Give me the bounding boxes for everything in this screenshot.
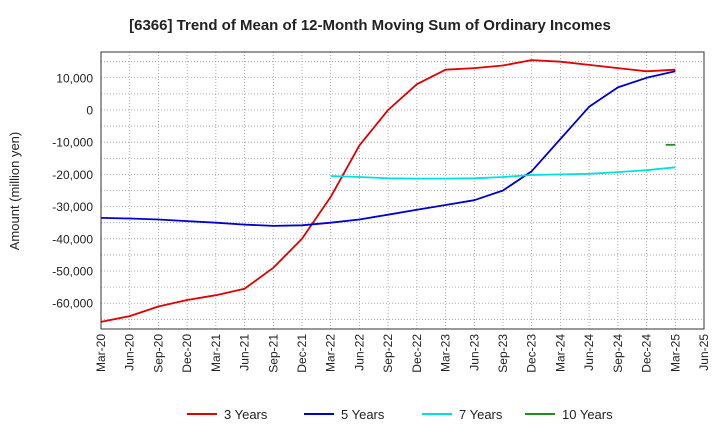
plot-frame xyxy=(100,51,705,330)
legend-label-5-years: 5 Years xyxy=(341,407,385,422)
y-tick-label: -40,000 xyxy=(52,232,93,246)
x-tick-label: Mar-25 xyxy=(668,334,682,372)
y-tick-label: -50,000 xyxy=(52,265,93,279)
legend: 3 Years 5 Years 7 Years 10 Years xyxy=(187,407,613,422)
x-tick-label: Jun-22 xyxy=(352,334,366,371)
y-tick-label: -60,000 xyxy=(52,297,93,311)
legend-label-10-years: 10 Years xyxy=(562,407,613,422)
x-tick-label: Sep-20 xyxy=(151,334,165,373)
series-line-3-years xyxy=(100,59,676,323)
x-tick-label: Mar-20 xyxy=(94,334,108,372)
x-tick-label: Jun-23 xyxy=(467,334,481,371)
y-tick-label: 0 xyxy=(86,103,93,117)
x-tick-label: Jun-21 xyxy=(238,334,252,371)
x-tick-label: Sep-23 xyxy=(496,334,510,373)
x-tick-label: Mar-22 xyxy=(324,334,338,372)
series-line-7-years xyxy=(330,166,676,180)
x-tick-label: Jun-20 xyxy=(123,334,137,371)
x-tick-label: Sep-21 xyxy=(266,334,280,373)
y-axis-label: Amount (million yen) xyxy=(7,132,22,251)
x-tick-label: Sep-24 xyxy=(611,334,625,373)
series-layer xyxy=(100,59,676,323)
series-line-5-years xyxy=(100,70,676,227)
x-tick-label: Jun-24 xyxy=(582,334,596,371)
legend-label-3-years: 3 Years xyxy=(224,407,268,422)
x-tick-label: Dec-21 xyxy=(295,334,309,373)
y-tick-label: -10,000 xyxy=(52,136,93,150)
x-tick-label: Dec-22 xyxy=(410,334,424,373)
x-tick-label: Mar-21 xyxy=(209,334,223,372)
x-tick-label: Jun-25 xyxy=(697,334,711,371)
axis-layer: 10,000 0 -10,000 -20,000 -30,000 -40,000 -50,0… xyxy=(52,71,711,372)
x-tick-label: Mar-23 xyxy=(439,334,453,372)
x-tick-label: Dec-24 xyxy=(640,334,654,373)
x-tick-label: Mar-24 xyxy=(553,334,567,372)
x-tick-label: Dec-20 xyxy=(180,334,194,373)
legend-label-7-years: 7 Years xyxy=(459,407,503,422)
x-tick-label: Sep-22 xyxy=(381,334,395,373)
y-tick-label: 10,000 xyxy=(56,71,93,85)
y-tick-label: -20,000 xyxy=(52,168,93,182)
chart-title: [6366] Trend of Mean of 12-Month Moving … xyxy=(129,17,611,34)
x-tick-label: Dec-23 xyxy=(525,334,539,373)
y-tick-label: -30,000 xyxy=(52,200,93,214)
